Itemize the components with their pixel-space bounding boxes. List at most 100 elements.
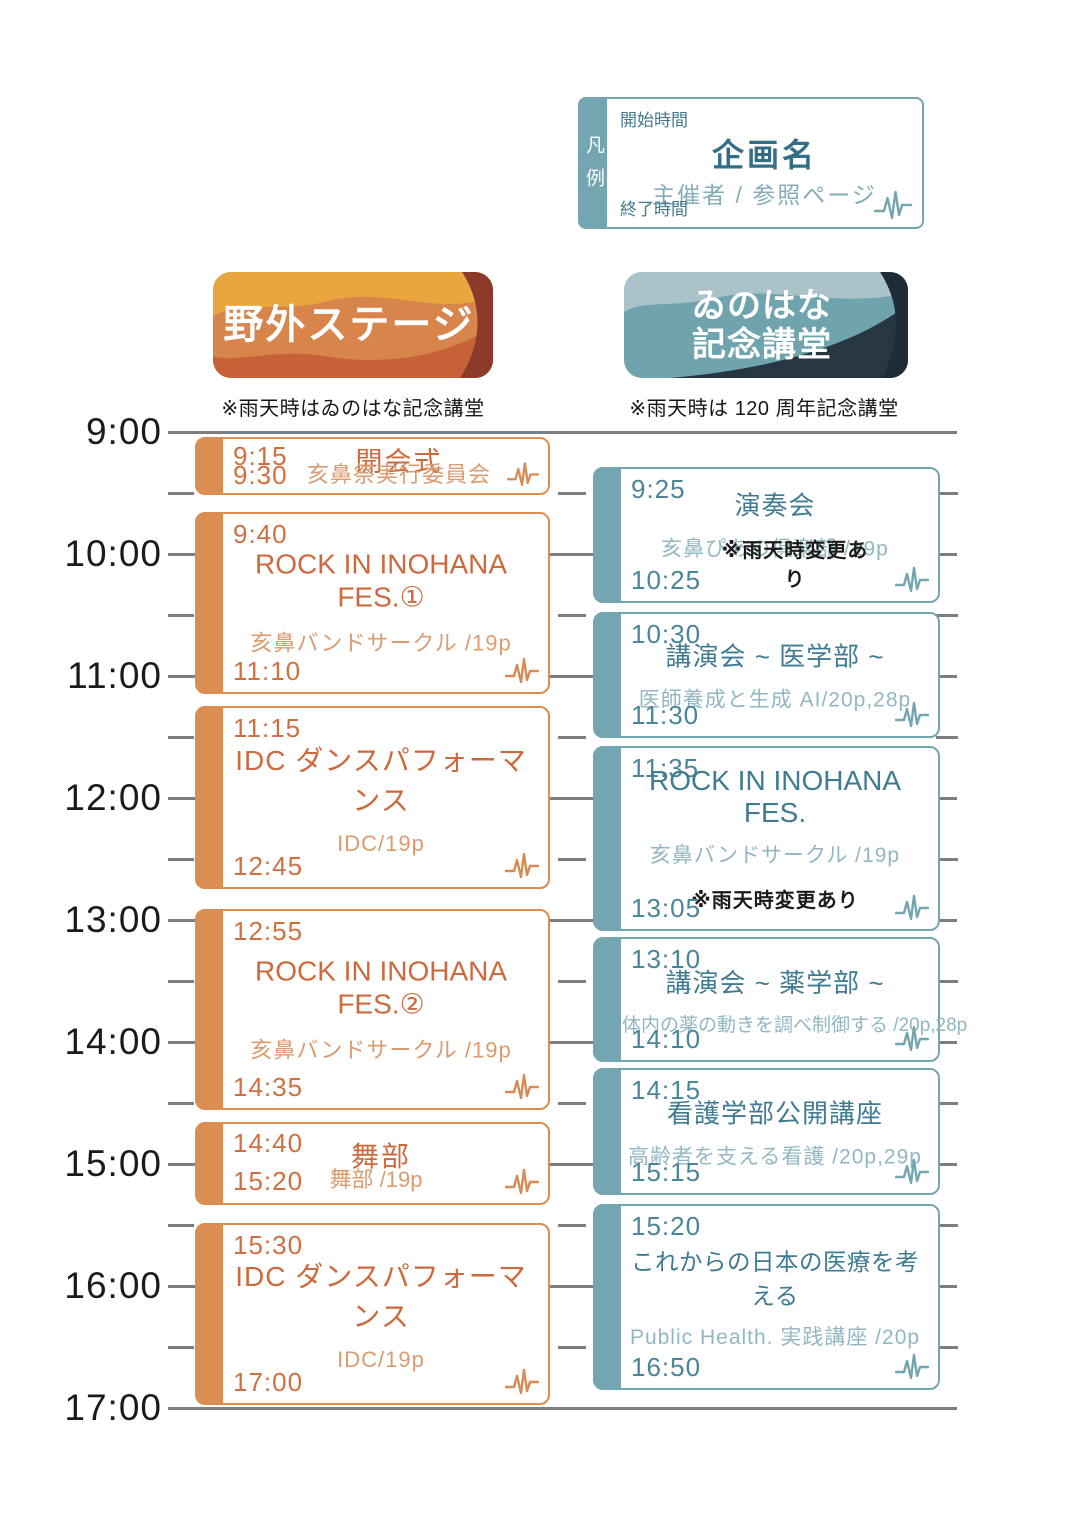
event-end-time: 17:00 [233,1367,304,1397]
time-label-10: 10:00 [64,533,162,574]
event-end-time: 15:20 [233,1166,304,1196]
hall-badge-background [624,272,908,378]
event-card-lecture-pharmacy: 13:10 講演会 ~ 薬学部 ~ 体内の薬の動きを調べ制御する /20p,28… [593,937,968,1062]
time-label-15: 15:00 [64,1143,162,1184]
event-end-time: 13:05 [631,893,702,923]
pulse-icon [505,657,539,684]
half-hour-tick [558,1102,586,1105]
hour-gridline [168,919,957,922]
half-hour-tick [936,858,958,861]
hall-rain-note: ※雨天時は 120 周年記念講堂 [629,398,899,420]
event-organizer: 亥鼻祭実行委員会 [306,462,491,487]
card-accent-bar [196,1123,223,1204]
event-card-future-of-japanese-medicine: 15:20 これからの日本の医療を考える Public Health. 実践講座… [593,1204,940,1390]
half-hour-tick [168,614,194,617]
pulse-icon [895,1025,929,1052]
half-hour-tick [168,980,194,983]
hall-column-header: ゐのはな 記念講堂 [624,272,908,378]
time-label-13: 13:00 [64,899,162,940]
hall-column-title-line1: ゐのはな [692,287,832,325]
pulse-icon [895,566,929,593]
card-accent-bar [594,1205,621,1389]
stage-column-title: 野外ステージ [223,303,474,347]
event-title: 講演会 ~ 薬学部 ~ [665,967,885,998]
pulse-icon [505,1073,539,1100]
event-start-time: 15:20 [631,1211,702,1241]
event-card-idc-dance-2: 15:30 IDC ダンスパフォーマンス IDC/19p 17:00 [195,1223,550,1405]
pulse-icon [895,701,929,728]
card-accent-bar [594,1069,621,1194]
legend-organizer-label: 主催者 / 参照ページ [652,182,877,208]
event-rain-note: ※雨天時変更あり [691,889,859,912]
event-end-time: 10:25 [631,565,702,595]
pulse-icon [895,1158,929,1185]
half-hour-tick [936,1102,958,1105]
event-start-time: 14:15 [631,1075,702,1105]
hour-gridline [168,431,957,434]
event-title: 看護学部公開講座 [666,1098,883,1128]
card-accent-bar [594,468,621,602]
hour-gridline [168,1041,957,1044]
half-hour-tick [558,614,586,617]
half-hour-tick [936,492,958,495]
card-accent-bar [594,747,621,930]
event-end-time: 9:30 [233,460,288,490]
pulse-icon [895,1353,929,1380]
half-hour-tick [168,858,194,861]
legend-end-time-label: 終了時間 [620,200,688,219]
legend-side-strip: 凡例 [580,99,607,227]
event-organizer: 亥鼻バンドサークル /19p [250,630,512,656]
event-end-time: 14:10 [631,1024,702,1054]
half-hour-tick [168,1346,194,1349]
pulse-icon [507,462,539,486]
half-hour-tick [936,614,958,617]
event-end-time: 15:15 [631,1157,702,1187]
event-organizer: 体内の薬の動きを調べ制御する /20p,28p [622,1014,968,1036]
event-card-rock-in-inohana-fes-1: 9:40 ROCK IN INOHANA FES.① 亥鼻バンドサークル /19… [195,512,550,694]
event-card-concert: 9:25 演奏会 亥鼻ぴあの倶楽部 /19p 10:25 ※雨天時変更あり [593,467,940,603]
event-card-nursing-open-lecture: 14:15 看護学部公開講座 高齢者を支える看護 /20p,29p 15:15 [593,1068,940,1195]
event-organizer: 舞部 /19p [329,1167,423,1192]
half-hour-tick [936,980,958,983]
event-title: ROCK IN INOHANA FES.① [254,548,508,613]
half-hour-tick [558,1224,586,1227]
event-end-time: 11:30 [631,700,700,730]
event-card-dance-club: 14:40 舞部 15:20 舞部 /19p [195,1122,550,1205]
event-rain-note: ※雨天時変更あり [721,540,869,591]
time-label-16: 16:00 [64,1265,162,1306]
event-card-rock-in-inohana-fes-2: 12:55 ROCK IN INOHANA FES.② 亥鼻バンドサークル /1… [195,909,550,1110]
event-end-time: 11:10 [233,656,302,686]
event-organizer: 亥鼻ぴあの倶楽部 /19p [661,537,889,561]
pulse-icon [505,852,539,879]
pulse-icon [505,1368,539,1395]
card-accent-bar [594,613,621,737]
event-end-time: 12:45 [233,851,304,881]
event-title: IDC ダンスパフォーマンス [235,1261,527,1332]
half-hour-tick [558,492,586,495]
hour-gridline [168,553,957,556]
event-start-time: 9:15 [233,441,288,471]
half-hour-tick [168,1102,194,1105]
time-label-14: 14:00 [64,1021,162,1062]
card-accent-bar [196,910,223,1109]
event-start-time: 9:25 [631,474,686,504]
event-organizer: Public Health. 実践講座 /20p [629,1326,921,1349]
time-label-17: 17:00 [64,1387,162,1428]
event-start-time: 11:35 [631,753,700,783]
hour-gridline [168,675,957,678]
half-hour-tick [558,980,586,983]
half-hour-tick [936,1346,958,1349]
half-hour-tick [168,736,194,739]
event-organizer: IDC/19p [337,1347,425,1372]
half-hour-tick [558,858,586,861]
legend-start-time-label: 開始時間 [620,111,688,130]
half-hour-tick [558,1346,586,1349]
event-organizer: 亥鼻バンドサークル /19p [649,843,901,867]
stage-badge-background [213,272,493,378]
half-hour-tick [558,736,586,739]
hour-gridline [168,1163,957,1166]
time-label-12: 12:00 [64,777,162,818]
half-hour-tick [168,492,194,495]
event-start-time: 14:40 [233,1128,304,1158]
event-start-time: 9:40 [233,519,288,549]
